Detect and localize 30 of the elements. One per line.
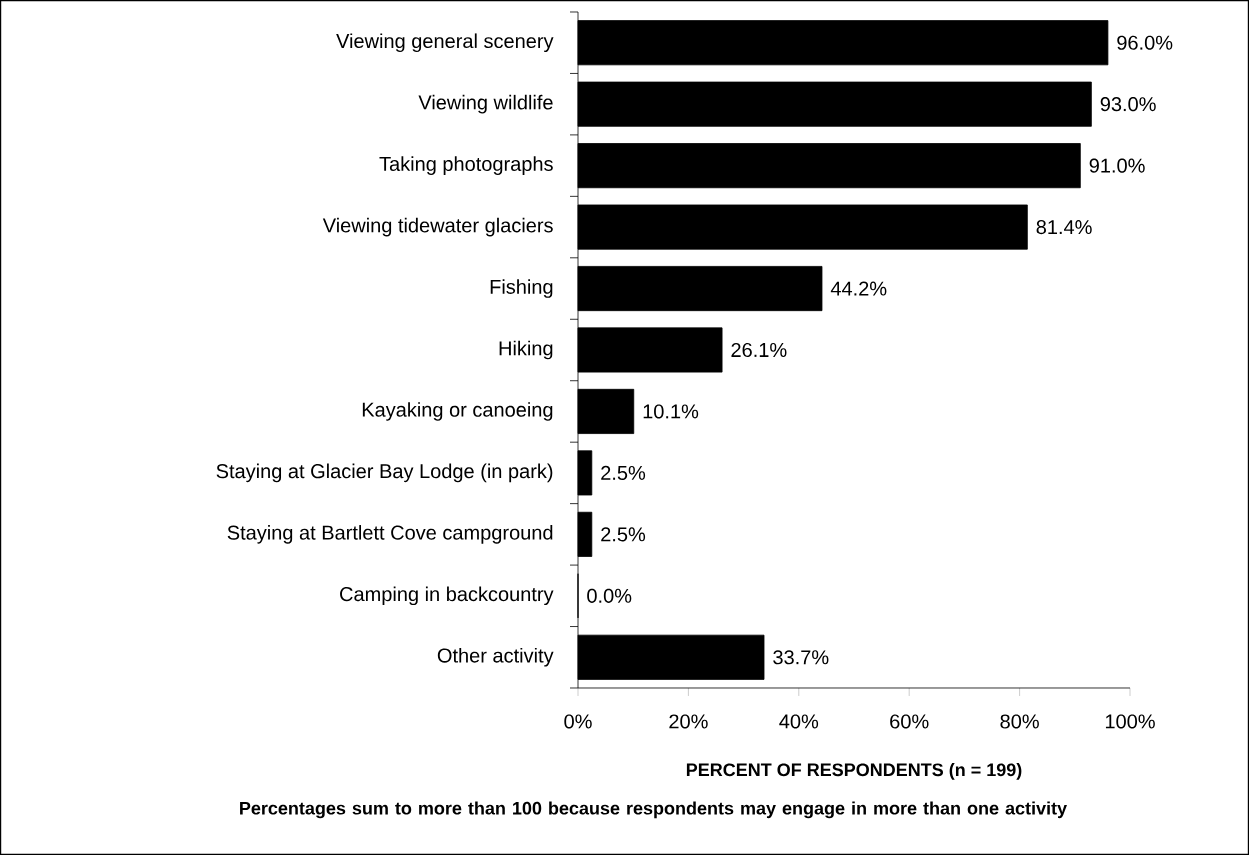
y-tick-label: Staying at Glacier Bay Lodge (in park) xyxy=(216,463,553,483)
data-label: 93.0% xyxy=(1100,97,1156,112)
x-tick-label: 100% xyxy=(1105,714,1155,729)
y-tick-label: Hiking xyxy=(499,340,553,360)
data-label: 2.5% xyxy=(601,465,646,480)
y-tick-label: Staying at Bartlett Cove campground xyxy=(227,525,553,544)
data-label: 33.7% xyxy=(773,650,829,665)
x-tick-label: 60% xyxy=(890,714,929,729)
y-tick-label: Other activity xyxy=(437,647,554,667)
data-label: 2.5% xyxy=(601,527,646,542)
x-axis-title: PERCENT OF RESPONDENTS (n = 199) xyxy=(686,762,1022,780)
data-label: 91.0% xyxy=(1089,158,1145,173)
data-label: 44.2% xyxy=(830,281,887,296)
x-tick-label: 0% xyxy=(564,714,592,729)
data-label: 96.0% xyxy=(1117,35,1173,50)
x-tick-label: 80% xyxy=(1000,714,1039,729)
y-tick-label: Kayaking or canoeing xyxy=(362,402,553,421)
x-tick-label: 20% xyxy=(669,714,708,729)
data-label: 26.1% xyxy=(731,342,787,358)
y-tick-label: Fishing xyxy=(490,279,553,298)
y-tick-label: Viewing wildlife xyxy=(418,94,553,114)
text: Percentages sum to more than 100 because respondents may engage in more than one activity xyxy=(240,801,1067,819)
y-tick-label: Viewing general scenery xyxy=(336,33,554,53)
x-tick-label: 40% xyxy=(779,714,819,729)
data-label: 10.1% xyxy=(643,404,699,419)
y-tick-label: Taking photographs xyxy=(379,156,553,175)
y-tick-label: Viewing tidewater glaciers xyxy=(322,217,553,237)
data-label: 81.4% xyxy=(1036,220,1092,235)
data-label: 0.0% xyxy=(587,588,632,603)
y-tick-label: Camping in backcountry xyxy=(340,586,554,606)
